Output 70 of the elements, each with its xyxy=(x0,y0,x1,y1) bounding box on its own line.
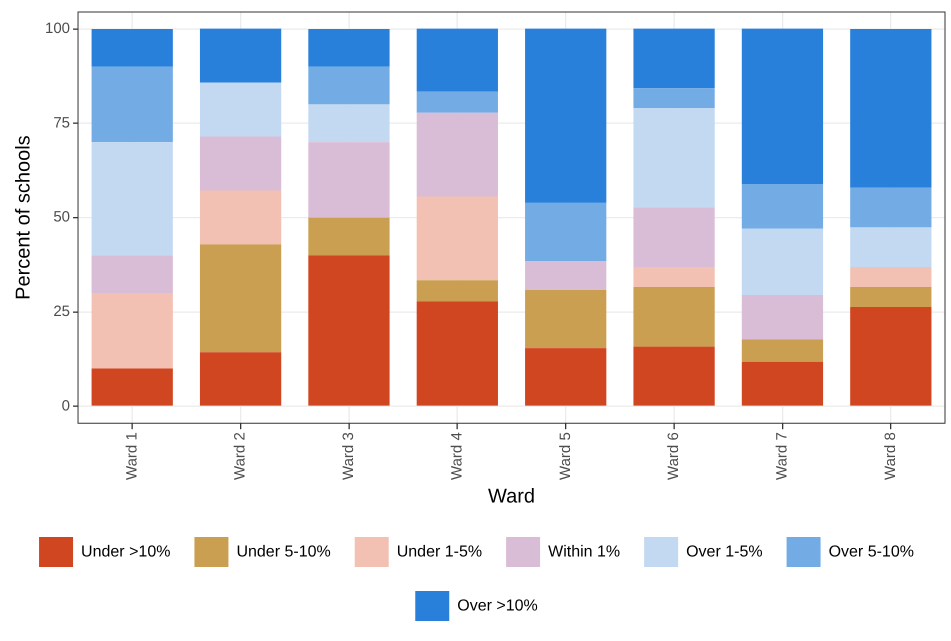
bar xyxy=(742,339,824,362)
legend-label: Over 5-10% xyxy=(828,543,914,560)
bar xyxy=(416,28,498,92)
bar xyxy=(416,301,498,406)
bar xyxy=(200,190,282,244)
bar xyxy=(525,290,606,348)
y-tick-label: 50 xyxy=(53,208,70,226)
x-tick-label: Ward 2 xyxy=(232,432,249,480)
legend-label: Under 5-10% xyxy=(236,543,331,560)
bar xyxy=(308,255,390,406)
bar xyxy=(742,28,824,184)
bar xyxy=(416,196,498,280)
bar xyxy=(525,348,606,406)
bar xyxy=(525,202,606,261)
bar xyxy=(92,142,173,256)
bar xyxy=(92,66,173,142)
legend-label: Under 1-5% xyxy=(396,543,482,560)
x-tick-label: Ward 6 xyxy=(665,432,682,480)
bar xyxy=(416,92,498,113)
bar xyxy=(308,66,390,104)
y-tick-label: 75 xyxy=(53,114,70,132)
bar xyxy=(850,227,932,268)
y-tick-label: 25 xyxy=(53,303,70,320)
bar xyxy=(92,293,173,369)
bar xyxy=(742,184,824,229)
bar xyxy=(633,207,715,268)
bar xyxy=(92,255,173,294)
bar xyxy=(633,28,715,88)
bar xyxy=(525,28,606,203)
bar xyxy=(633,287,715,347)
x-tick-label: Ward 3 xyxy=(340,432,358,480)
bar xyxy=(742,362,824,406)
y-tick-label: 0 xyxy=(62,397,70,414)
bar xyxy=(92,368,173,406)
bar xyxy=(850,188,932,228)
bar xyxy=(850,267,932,288)
bar xyxy=(633,267,715,288)
bar xyxy=(525,260,606,290)
x-tick-label: Ward 7 xyxy=(774,432,791,480)
bar xyxy=(416,280,498,302)
bar xyxy=(633,88,715,108)
bar xyxy=(200,244,282,352)
bar xyxy=(850,287,932,308)
bar xyxy=(92,28,173,67)
legend-label: Over >10% xyxy=(457,597,538,614)
x-tick-label: Ward 8 xyxy=(882,432,899,480)
bar xyxy=(850,307,932,406)
bar xyxy=(200,82,282,136)
y-tick-label: 100 xyxy=(44,20,70,38)
bar xyxy=(308,104,390,142)
x-tick-label: Ward 5 xyxy=(556,432,574,480)
bar xyxy=(200,352,282,406)
bar xyxy=(200,28,282,83)
bar xyxy=(200,136,282,190)
bar xyxy=(742,294,824,340)
bar xyxy=(416,112,498,196)
legend-label: Under >10% xyxy=(81,543,170,560)
legend-label: Within 1% xyxy=(548,543,620,560)
bar xyxy=(742,228,824,295)
y-axis-title: Percent of schools xyxy=(12,135,35,300)
x-axis-title: Ward xyxy=(488,486,536,508)
bar xyxy=(308,142,390,218)
x-tick-label: Ward 4 xyxy=(448,432,466,480)
bar xyxy=(633,346,715,406)
legend-label: Over 1-5% xyxy=(686,543,763,560)
x-tick-label: Ward 1 xyxy=(123,432,140,480)
bar xyxy=(308,28,390,67)
bar xyxy=(308,218,390,256)
bar xyxy=(850,28,932,188)
bar xyxy=(633,108,715,208)
